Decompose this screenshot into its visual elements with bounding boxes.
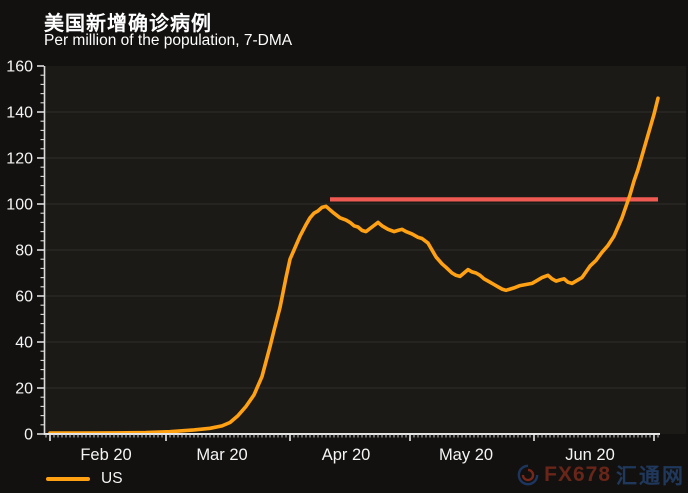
y-tick-label: 140: [6, 105, 33, 122]
legend-line-swatch: [46, 477, 90, 481]
chart-title: 美国新增确诊病例: [44, 13, 212, 35]
y-tick-label: 120: [6, 151, 33, 168]
y-tick-label: 100: [6, 197, 33, 214]
y-tick-label: 40: [15, 335, 33, 352]
x-tick-label: Mar 20: [196, 446, 247, 464]
y-tick-label: 160: [6, 59, 33, 76]
y-tick-label: 20: [15, 381, 33, 398]
y-tick-label: 80: [15, 243, 33, 260]
y-tick-label: 60: [15, 289, 33, 306]
x-tick-label: Jun 20: [565, 446, 615, 464]
y-tick-label: 0: [24, 427, 33, 444]
chart-subtitle: Per million of the population, 7-DMA: [44, 32, 293, 49]
x-tick-label: Feb 20: [80, 446, 131, 464]
legend-label-us: US: [101, 470, 123, 487]
x-tick-label: May 20: [439, 446, 493, 464]
x-tick-label: Apr 20: [322, 446, 371, 464]
series-line-us: [48, 96, 660, 435]
legend: US: [46, 469, 123, 489]
